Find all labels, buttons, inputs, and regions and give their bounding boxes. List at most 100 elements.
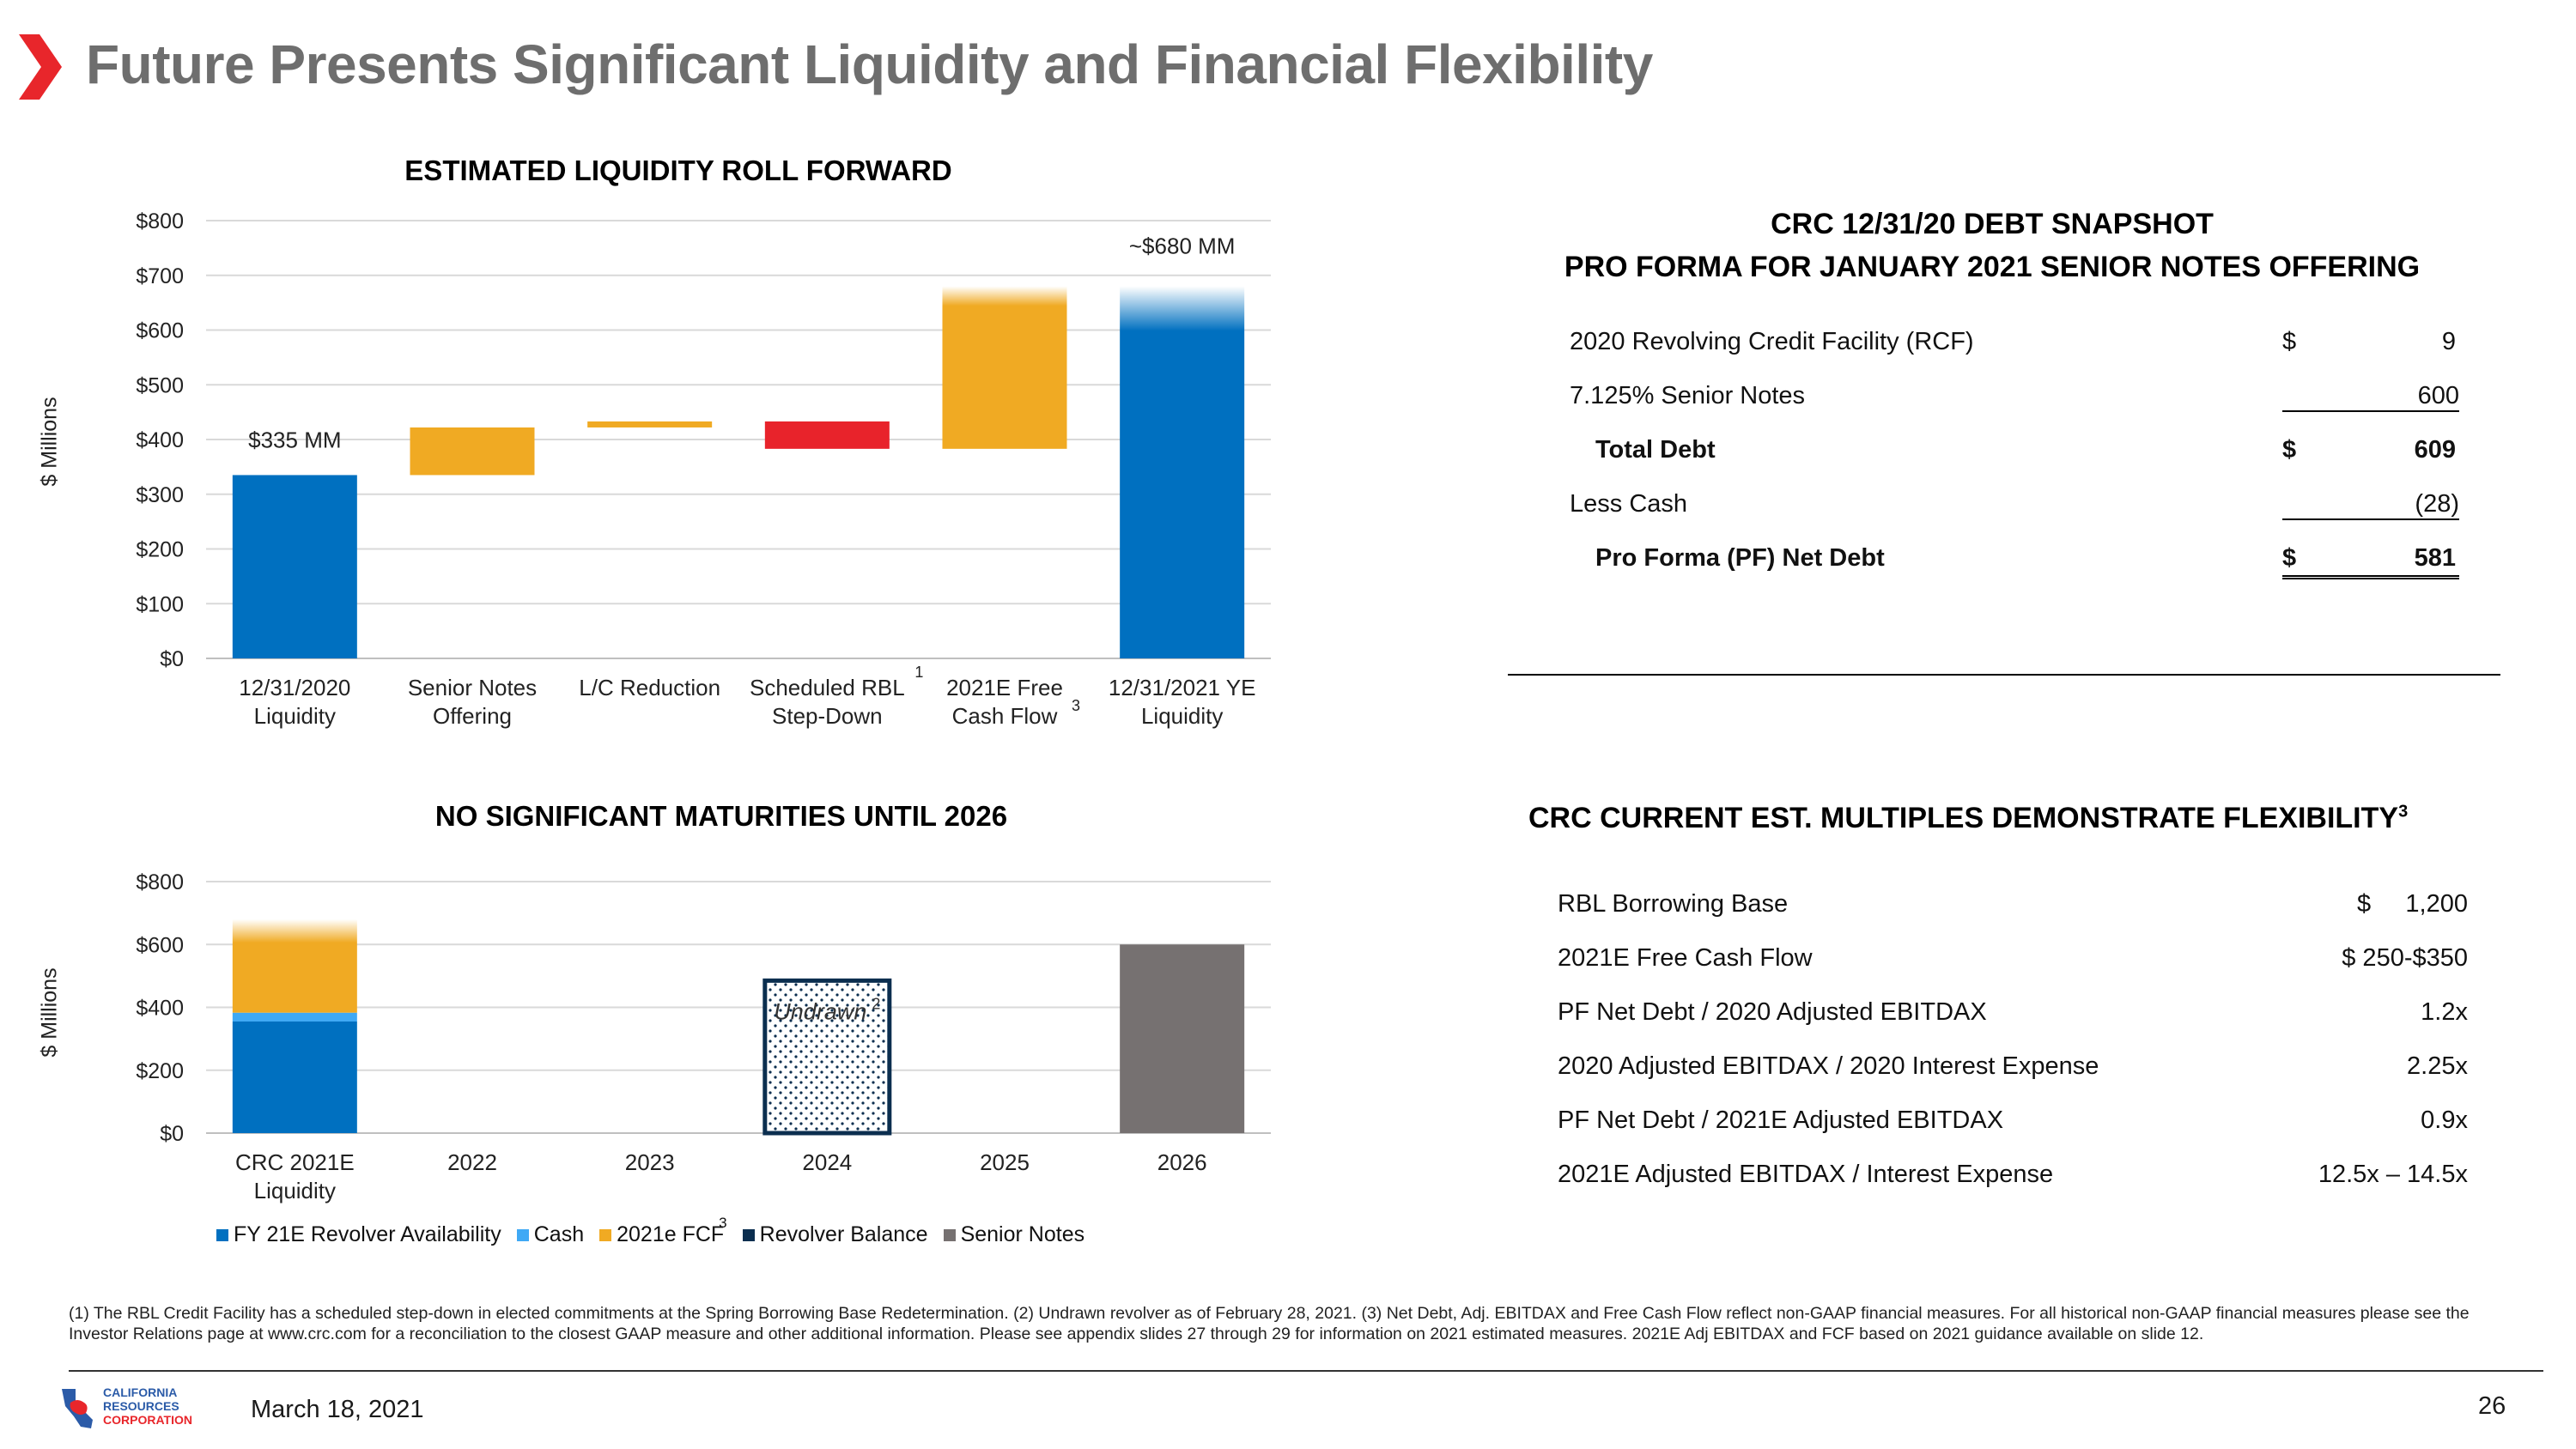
multiple-row-label: 2020 Adjusted EBITDAX / 2020 Interest Ex…: [1558, 1052, 2099, 1080]
chart2-legend: FY 21E Revolver Availability Cash 2021e FC…: [216, 1215, 1100, 1247]
multiple-row-value: $ 1,200: [2357, 890, 2468, 918]
waterfall-bar: [1120, 286, 1245, 658]
y-tick-label: $300: [136, 483, 184, 507]
stacked-bar-segment: [232, 1021, 357, 1133]
multiple-row-value: 12.5x – 14.5x: [2318, 1161, 2468, 1188]
multiple-row-value: 2.25x: [2407, 1052, 2468, 1080]
x-tick-label: 12/31/2021 YE: [1109, 675, 1256, 700]
legend-item: Revolver Balance: [742, 1222, 928, 1247]
waterfall-bar: [410, 427, 535, 476]
x-tick-label: Cash Flow: [952, 703, 1058, 729]
y-tick-label: $400: [136, 997, 184, 1021]
chart1-title: ESTIMATED LIQUIDITY ROLL FORWARD: [404, 155, 952, 186]
footnote-marker: 3: [1072, 697, 1080, 714]
debt-row-label: Less Cash: [1570, 490, 1688, 518]
multiple-row-label: 2021E Free Cash Flow: [1558, 944, 1813, 972]
page-title: Future Presents Significant Liquidity an…: [86, 33, 1653, 95]
x-tick-label: 12/31/2020: [239, 675, 350, 700]
maturities-chart: $0 $200 $400 $600 $800 CRC 2021E Liquidity 2022…: [136, 870, 1271, 1203]
multiple-row-label: RBL Borrowing Base: [1558, 890, 1789, 918]
y-tick-label: $800: [136, 870, 184, 894]
chart2-title: NO SIGNIFICANT MATURITIES UNTIL 2026: [434, 800, 1008, 832]
y-tick-label: $0: [160, 647, 184, 671]
debt-row-total: $ 581: [2282, 544, 2459, 579]
x-tick-label: Liquidity: [254, 1178, 336, 1203]
x-tick-label: 2024: [802, 1149, 852, 1175]
debt-row-label: 7.125% Senior Notes: [1570, 382, 1806, 409]
multiple-row-label: PF Net Debt / 2021E Adjusted EBITDAX: [1558, 1106, 2004, 1134]
x-tick-label: 2021E Free: [946, 675, 1063, 700]
y-tick-label: $600: [136, 933, 184, 957]
x-tick-label: 2022: [447, 1149, 497, 1175]
legend-item: 2021e FCF 3: [599, 1215, 727, 1247]
stacked-bar-segment: [232, 1012, 357, 1022]
section-divider: [1508, 674, 2500, 676]
debt-row-dollar: $: [2282, 328, 2297, 355]
stacked-bar-segment: [762, 978, 892, 1136]
multiple-row-value: 0.9x: [2421, 1106, 2468, 1134]
multiples-title: CRC CURRENT EST. MULTIPLES DEMONSTRATE F…: [1528, 802, 2490, 835]
legend-label: FY 21E Revolver Availability: [234, 1222, 501, 1246]
multiple-row-value: $ 250-$350: [2342, 944, 2468, 972]
footnote-marker: 3: [719, 1214, 727, 1231]
footnote-marker: 1: [914, 664, 923, 681]
debt-row-label: Total Debt: [1595, 436, 1716, 464]
footnote: (1) The RBL Credit Facility has a schedu…: [69, 1304, 2470, 1343]
logo-line: RESOURCES: [103, 1399, 179, 1413]
logo-line: CALIFORNIA: [103, 1385, 178, 1399]
x-tick-label: 2026: [1157, 1149, 1207, 1175]
debt-snapshot-title: CRC 12/31/20 DEBT SNAPSHOT PRO FORMA FOR…: [1494, 203, 2490, 288]
legend-label: Revolver Balance: [759, 1222, 928, 1246]
debt-row-label: Pro Forma (PF) Net Debt: [1595, 544, 1885, 572]
debt-row-value: 600: [2282, 382, 2459, 412]
logo-line: CORPORATION: [103, 1413, 192, 1427]
x-tick-label: Offering: [433, 703, 512, 729]
x-tick-label: Step-Down: [772, 703, 883, 729]
debt-row-value: 609: [2414, 436, 2456, 464]
debt-row-dollar: $: [2282, 436, 2297, 464]
legend-swatch: [216, 1228, 228, 1241]
multiples-title-text: CRC CURRENT EST. MULTIPLES DEMONSTRATE F…: [1528, 802, 2399, 834]
debt-row-value: 581: [2414, 544, 2456, 572]
debt-row-label: 2020 Revolving Credit Facility (RCF): [1570, 328, 1974, 355]
x-tick-label: 2023: [625, 1149, 675, 1175]
x-tick-label: Liquidity: [254, 703, 336, 729]
y-tick-label: $400: [136, 428, 184, 452]
y-tick-label: $700: [136, 264, 184, 288]
california-map-icon: [62, 1389, 93, 1428]
legend-item: Senior Notes: [943, 1222, 1085, 1247]
presentation-date: March 18, 2021: [251, 1396, 424, 1423]
legend-label: Senior Notes: [960, 1222, 1085, 1246]
x-tick-label: L/C Reduction: [579, 675, 720, 700]
legend-swatch: [943, 1228, 956, 1241]
debt-row-dollar: $: [2282, 544, 2297, 572]
waterfall-chart: $0 $100 $200 $300 $400 $500 $600 $700 $800 12/31/…: [136, 209, 1271, 729]
y-tick-label: $200: [136, 1059, 184, 1083]
y-tick-label: $800: [136, 209, 184, 233]
footer-divider: [69, 1370, 2543, 1372]
multiples-title-sup: 3: [2398, 802, 2409, 822]
multiple-row-label: 2021E Adjusted EBITDAX / Interest Expens…: [1558, 1161, 2054, 1188]
x-tick-label: Scheduled RBL: [750, 675, 905, 700]
legend-swatch: [516, 1228, 529, 1241]
waterfall-bar: [764, 421, 890, 449]
undrawn-annotation: Undrawn: [774, 999, 866, 1025]
x-tick-label: Senior Notes: [408, 675, 537, 700]
debt-snapshot-title-line2: PRO FORMA FOR JANUARY 2021 SENIOR NOTES …: [1564, 251, 2421, 283]
y-tick-label: $100: [136, 592, 184, 616]
y-tick-label: $500: [136, 373, 184, 397]
x-tick-label: CRC 2021E: [235, 1149, 355, 1175]
legend-swatch: [742, 1228, 755, 1241]
page-number: 26: [2478, 1392, 2506, 1420]
multiple-row-label: PF Net Debt / 2020 Adjusted EBITDAX: [1558, 998, 1987, 1026]
x-tick-label: Liquidity: [1141, 703, 1223, 729]
y-tick-label: $0: [160, 1122, 184, 1146]
debt-row-value: (28): [2282, 490, 2459, 520]
stacked-bar-segment: [1120, 944, 1245, 1133]
waterfall-bar: [587, 421, 713, 427]
legend-item: Cash: [516, 1222, 584, 1247]
y-tick-label: $600: [136, 319, 184, 343]
data-label: $335 MM: [248, 427, 341, 452]
debt-snapshot-title-line1: CRC 12/31/20 DEBT SNAPSHOT: [1771, 208, 2214, 240]
multiple-row-value: 1.2x: [2421, 998, 2468, 1026]
